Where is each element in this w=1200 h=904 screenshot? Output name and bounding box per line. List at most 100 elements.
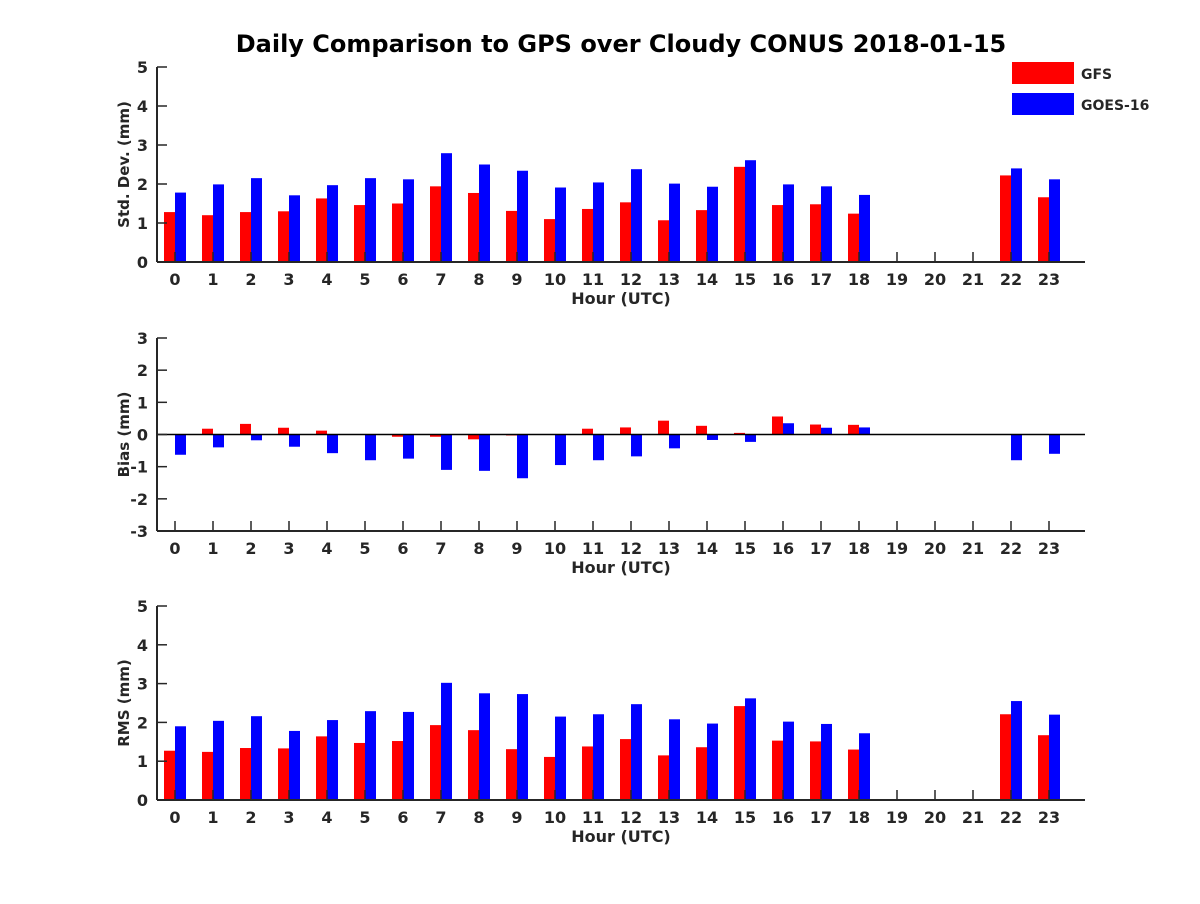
x-tick-label: 3 [283, 539, 294, 558]
x-tick-label: 20 [924, 539, 946, 558]
x-tick-label: 2 [245, 270, 256, 289]
bar-goes16-h7 [441, 434, 452, 470]
bar-gfs-h14 [696, 210, 707, 262]
bar-goes16-h23 [1049, 179, 1060, 262]
bar-goes16-h1 [213, 434, 224, 448]
x-tick-label: 5 [359, 270, 370, 289]
bar-goes16-h16 [783, 423, 794, 435]
x-tick-label: 10 [544, 539, 566, 558]
bar-goes16-h15 [745, 698, 756, 800]
bar-gfs-h15 [734, 432, 745, 435]
x-tick-label: 15 [734, 539, 756, 558]
bar-goes16-h11 [593, 714, 604, 800]
bar-gfs-h5 [354, 205, 365, 262]
bar-gfs-h4 [316, 736, 327, 800]
bar-gfs-h13 [658, 420, 669, 435]
bar-goes16-h2 [251, 434, 262, 441]
bar-goes16-h6 [403, 711, 414, 800]
bar-goes16-h11 [593, 434, 604, 461]
bar-goes16-h8 [479, 164, 490, 262]
x-tick-label: 17 [810, 539, 832, 558]
bar-gfs-h4 [316, 198, 327, 262]
bar-gfs-h18 [848, 213, 859, 262]
y-tick-label: 1 [137, 393, 148, 412]
x-tick-label: 18 [848, 270, 870, 289]
x-tick-label: 7 [435, 270, 446, 289]
bar-gfs-h9 [506, 210, 517, 262]
bar-goes16-h13 [669, 183, 680, 262]
x-tick-label: 8 [473, 808, 484, 827]
bar-goes16-h18 [859, 427, 870, 435]
bar-gfs-h11 [582, 428, 593, 435]
x-tick-label: 21 [962, 808, 984, 827]
bar-gfs-h1 [202, 751, 213, 800]
x-tick-label: 20 [924, 808, 946, 827]
bar-goes16-h23 [1049, 714, 1060, 800]
x-tick-label: 11 [582, 270, 604, 289]
x-tick-label: 21 [962, 270, 984, 289]
bar-gfs-h9 [506, 749, 517, 800]
x-tick-label: 16 [772, 270, 794, 289]
bar-gfs-h23 [1038, 197, 1049, 262]
bar-goes16-h4 [327, 434, 338, 454]
x-tick-label: 10 [544, 270, 566, 289]
x-tick-label: 12 [620, 270, 642, 289]
bar-goes16-h3 [289, 730, 300, 800]
x-tick-label: 11 [582, 539, 604, 558]
bar-goes16-h7 [441, 682, 452, 800]
bar-gfs-h2 [240, 423, 251, 435]
x-tick-label: 11 [582, 808, 604, 827]
y-tick-label: 3 [137, 675, 148, 694]
bar-gfs-h15 [734, 706, 745, 800]
bar-gfs-h12 [620, 739, 631, 800]
bar-goes16-h0 [175, 192, 186, 262]
bar-goes16-h0 [175, 434, 186, 455]
y-tick-label: -1 [130, 458, 148, 477]
x-tick-label: 9 [511, 539, 522, 558]
y-tick-label: 3 [137, 136, 148, 155]
x-tick-label: 23 [1038, 539, 1060, 558]
bar-gfs-h16 [772, 205, 783, 262]
bar-goes16-h2 [251, 716, 262, 800]
bar-gfs-h6 [392, 203, 403, 262]
y-tick-label: 3 [137, 329, 148, 348]
bar-gfs-h16 [772, 416, 783, 435]
bar-gfs-h10 [544, 219, 555, 262]
bar-goes16-h17 [821, 186, 832, 262]
x-tick-label: 14 [696, 808, 718, 827]
x-tick-label: 2 [245, 808, 256, 827]
y-tick-label: 1 [137, 752, 148, 771]
x-tick-label: 1 [207, 270, 218, 289]
x-tick-label: 21 [962, 539, 984, 558]
y-tick-label: 2 [137, 175, 148, 194]
bar-gfs-h1 [202, 428, 213, 435]
bar-goes16-h17 [821, 427, 832, 435]
x-tick-label: 7 [435, 539, 446, 558]
x-tick-label: 6 [397, 539, 408, 558]
x-tick-label: 0 [169, 270, 180, 289]
x-tick-label: 9 [511, 270, 522, 289]
bar-goes16-h1 [213, 184, 224, 262]
y-tick-label: 0 [137, 791, 148, 810]
bar-goes16-h1 [213, 720, 224, 800]
bar-goes16-h9 [517, 434, 528, 479]
x-tick-label: 18 [848, 808, 870, 827]
bar-goes16-h22 [1011, 168, 1022, 262]
y-tick-label: 4 [137, 636, 148, 655]
bar-gfs-h8 [468, 434, 479, 440]
bar-gfs-h13 [658, 220, 669, 262]
x-tick-label: 0 [169, 808, 180, 827]
bar-gfs-h18 [848, 424, 859, 435]
x-tick-label: 3 [283, 270, 294, 289]
x-tick-label: 8 [473, 539, 484, 558]
bar-goes16-h13 [669, 719, 680, 800]
bar-goes16-h5 [365, 434, 376, 461]
x-tick-label: 4 [321, 270, 332, 289]
x-tick-label: 5 [359, 539, 370, 558]
x-axis-label: Hour (UTC) [571, 558, 671, 577]
x-tick-label: 13 [658, 808, 680, 827]
x-tick-label: 13 [658, 539, 680, 558]
bar-gfs-h7 [430, 725, 441, 800]
y-tick-label: 0 [137, 426, 148, 445]
